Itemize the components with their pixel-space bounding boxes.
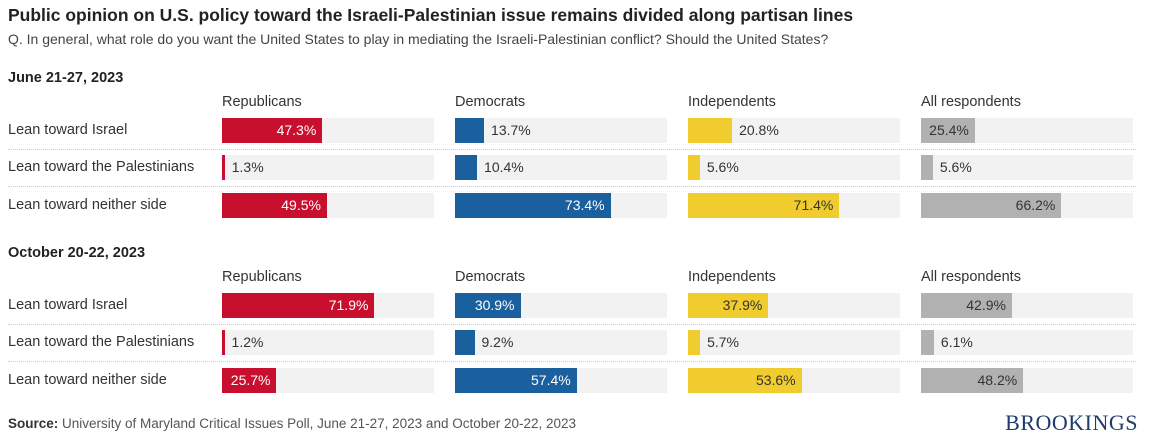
panel-heading: Republicans — [222, 269, 302, 285]
source-label: Source: — [8, 416, 59, 431]
panel-heading: All respondents — [921, 269, 1021, 285]
data-label: 1.2% — [231, 334, 264, 350]
bar — [688, 293, 769, 318]
group-heading: October 20-22, 2023 — [8, 245, 146, 261]
bar-track: 47.3% — [222, 118, 434, 143]
row-divider — [8, 186, 1136, 187]
row-label: Lean toward the Palestinians — [8, 334, 195, 350]
data-label: 1.3% — [231, 159, 264, 175]
row-label: Lean toward the Palestinians — [8, 159, 195, 175]
data-label: 5.6% — [939, 159, 972, 175]
bar-track: 73.4% — [455, 193, 667, 218]
data-label: 13.7% — [491, 122, 531, 138]
panel-heading: All respondents — [921, 94, 1021, 110]
data-label: 53.6% — [755, 372, 796, 388]
bar-track: 13.7% — [455, 118, 667, 143]
data-label: 30.9% — [474, 297, 515, 313]
bar — [455, 293, 521, 318]
panel-heading: Democrats — [455, 94, 526, 110]
bar — [688, 118, 733, 143]
bar — [921, 155, 933, 180]
bar-track: 1.3% — [222, 155, 434, 180]
bar — [455, 330, 475, 355]
data-label: 5.6% — [706, 159, 739, 175]
bar — [688, 330, 701, 355]
bar-track: 37.9% — [688, 293, 900, 318]
bar-track: 5.7% — [688, 330, 900, 355]
data-label: 5.7% — [707, 334, 739, 350]
bar-track: 10.4% — [455, 155, 667, 180]
row-label: Lean toward Israel — [8, 297, 128, 313]
bar — [455, 193, 611, 218]
bar — [222, 118, 323, 143]
bar-track: 20.8% — [688, 118, 900, 143]
data-label: 48.2% — [977, 372, 1018, 388]
data-label: 9.2% — [481, 334, 514, 350]
panel-heading: Independents — [688, 269, 776, 285]
data-label: 71.9% — [328, 297, 369, 313]
data-label: 71.4% — [793, 197, 834, 213]
bar-track: 5.6% — [688, 155, 900, 180]
bar-track: 5.6% — [921, 155, 1133, 180]
bar-track: 57.4% — [455, 368, 667, 393]
brookings-logo: BROOKINGS — [1005, 410, 1138, 435]
row-divider — [8, 324, 1136, 325]
data-label: 66.2% — [1015, 197, 1056, 213]
bar — [455, 118, 485, 143]
data-label: 25.7% — [230, 372, 271, 388]
bar-track: 49.5% — [222, 193, 434, 218]
row-divider — [8, 361, 1136, 362]
bar — [921, 368, 1024, 393]
bar-track: 30.9% — [455, 293, 667, 318]
data-label: 57.4% — [531, 372, 571, 388]
bar — [222, 293, 375, 318]
panel-heading: Democrats — [455, 269, 526, 285]
row-label: Lean toward neither side — [8, 372, 167, 388]
group-heading: June 21-27, 2023 — [8, 70, 124, 86]
bar-track: 25.7% — [222, 368, 434, 393]
data-label: 37.9% — [722, 297, 763, 313]
bar-track: 71.9% — [222, 293, 434, 318]
panel-heading: Republicans — [222, 94, 302, 110]
row-divider — [8, 149, 1136, 150]
source-note: Source: University of Maryland Critical … — [8, 416, 576, 431]
row-label: Lean toward neither side — [8, 197, 167, 213]
bar-track: 42.9% — [921, 293, 1133, 318]
bar — [688, 193, 840, 218]
bar — [222, 155, 225, 180]
bar-track: 9.2% — [455, 330, 667, 355]
data-label: 6.1% — [940, 334, 973, 350]
data-label: 42.9% — [966, 297, 1006, 313]
data-label: 25.4% — [929, 122, 969, 138]
bar — [688, 368, 802, 393]
panel-heading: Independents — [688, 94, 776, 110]
bar — [921, 293, 1012, 318]
bar-track: 1.2% — [222, 330, 434, 355]
source-text: University of Maryland Critical Issues P… — [58, 416, 577, 431]
bar — [455, 368, 577, 393]
data-label: 20.8% — [739, 122, 779, 138]
bar — [921, 118, 975, 143]
bar-track: 53.6% — [688, 368, 900, 393]
data-label: 73.4% — [564, 197, 605, 213]
bar — [222, 193, 327, 218]
data-label: 49.5% — [281, 197, 321, 213]
data-label: 47.3% — [276, 122, 317, 138]
bar — [222, 368, 277, 393]
data-label: 10.4% — [484, 159, 524, 175]
bar-track: 6.1% — [921, 330, 1133, 355]
bar — [455, 155, 478, 180]
bar — [688, 155, 700, 180]
bar — [222, 330, 225, 355]
bar-track: 48.2% — [921, 368, 1133, 393]
row-label: Lean toward Israel — [8, 122, 128, 138]
bar-track: 66.2% — [921, 193, 1133, 218]
bar-track: 71.4% — [688, 193, 900, 218]
chart-subtitle: Q. In general, what role do you want the… — [8, 31, 829, 47]
chart-title: Public opinion on U.S. policy toward the… — [8, 5, 854, 25]
bar — [921, 330, 934, 355]
bar-track: 25.4% — [921, 118, 1133, 143]
bar — [921, 193, 1062, 218]
